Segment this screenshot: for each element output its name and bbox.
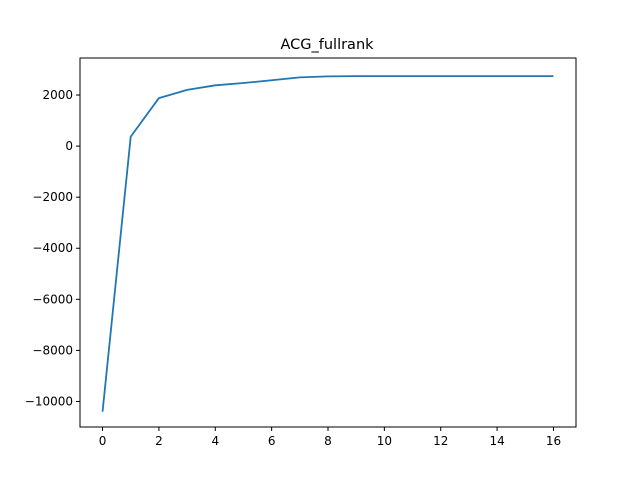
y-tick-label: −2000 bbox=[32, 190, 73, 204]
x-axis: 0 2 4 6 8 10 12 14 16 bbox=[99, 427, 561, 448]
x-tick-label: 16 bbox=[546, 434, 561, 448]
y-tick-label: −4000 bbox=[32, 241, 73, 255]
x-tick-label: 14 bbox=[489, 434, 504, 448]
y-tick-label: −6000 bbox=[32, 292, 73, 306]
x-tick-label: 6 bbox=[268, 434, 276, 448]
y-tick-label: 2000 bbox=[42, 88, 73, 102]
x-tick-label: 12 bbox=[433, 434, 448, 448]
x-tick-label: 0 bbox=[99, 434, 107, 448]
x-tick-label: 4 bbox=[211, 434, 219, 448]
y-axis: −10000 −8000 −6000 −4000 −2000 0 2000 bbox=[25, 88, 80, 408]
x-tick-label: 8 bbox=[324, 434, 332, 448]
series-line bbox=[101, 75, 554, 412]
chart-title: ACG_fullrank bbox=[280, 37, 374, 53]
y-tick-label: −10000 bbox=[25, 394, 73, 408]
y-tick-label: 0 bbox=[65, 139, 73, 153]
y-tick-label: −8000 bbox=[32, 343, 73, 357]
plot-area-frame bbox=[79, 57, 577, 428]
x-tick-label: 2 bbox=[155, 434, 163, 448]
x-tick-label: 10 bbox=[377, 434, 392, 448]
